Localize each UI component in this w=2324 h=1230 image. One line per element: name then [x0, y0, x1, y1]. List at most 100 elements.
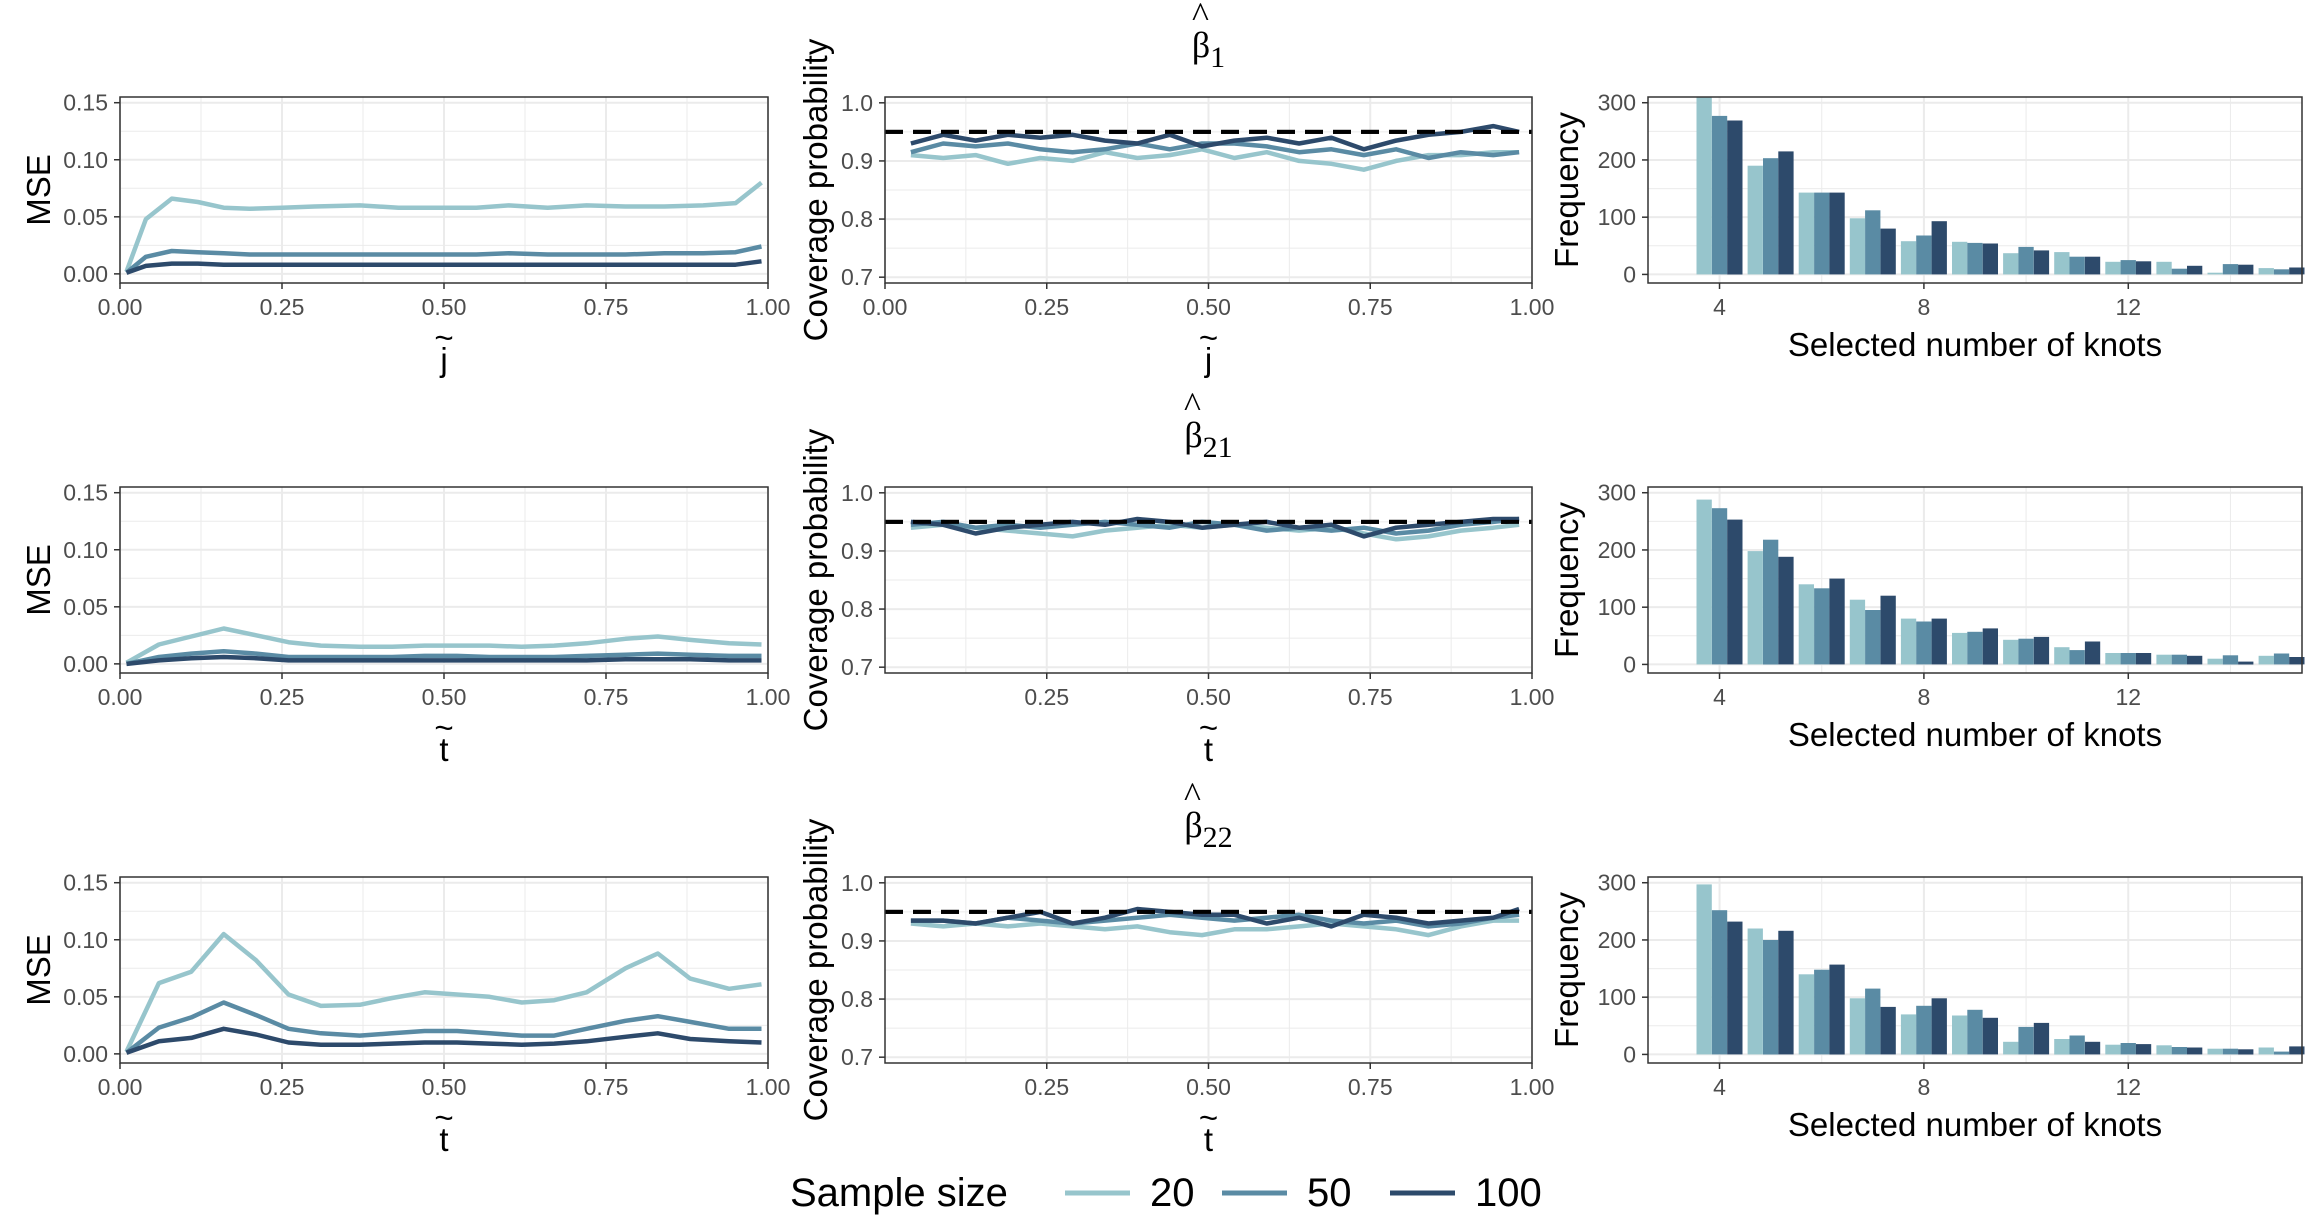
- x-tick-label: 0.50: [1186, 1074, 1231, 1100]
- bar-10-n50: [2018, 246, 2034, 275]
- x-axis-ticks: 0.25 0.50 0.75 1.00: [1024, 1063, 1554, 1100]
- bar-14-n20: [2207, 1048, 2223, 1055]
- y-axis-label: Frequency: [1548, 502, 1585, 658]
- y-tick-label: 1.0: [841, 480, 873, 506]
- series-line-100: [126, 654, 762, 667]
- bar-11-n100: [2084, 256, 2101, 275]
- series-line-20: [125, 626, 762, 665]
- bar-11-n20: [2054, 252, 2070, 275]
- x-axis-label: j: [1204, 341, 1212, 378]
- y-tick-label: 0.15: [63, 90, 108, 116]
- data-marks: [124, 931, 762, 1055]
- legend-label-50: 50: [1307, 1171, 1352, 1215]
- x-tick-label: 4: [1713, 294, 1726, 320]
- y-tick-label: 0.00: [63, 261, 108, 287]
- data-marks: [1696, 884, 2305, 1055]
- x-tick-label: 4: [1713, 684, 1726, 710]
- bar-10-n50: [2018, 638, 2034, 665]
- x-axis-ticks: 4 8 12: [1713, 283, 2141, 320]
- data-marks: [885, 123, 1532, 172]
- x-tick-label: 8: [1918, 1074, 1931, 1100]
- x-tick-label: 0.75: [1348, 684, 1393, 710]
- bar-11-n20: [2054, 1039, 2070, 1055]
- x-tick-label: 12: [2115, 1074, 2141, 1100]
- x-tick-label: 0.50: [422, 294, 467, 320]
- y-tick-label: 0.8: [841, 206, 873, 232]
- bar-10-n20: [2003, 639, 2019, 665]
- bar-15-n20: [2258, 268, 2274, 275]
- x-tick-label: 0.50: [1186, 684, 1231, 710]
- bar-11-n50: [2069, 1035, 2085, 1055]
- x-tick-label: 0.50: [422, 684, 467, 710]
- bar-7-n50: [1865, 988, 1881, 1055]
- bar-6-n100: [1829, 578, 1845, 665]
- bar-15-n100: [2289, 657, 2305, 665]
- y-tick-label: 0.9: [841, 148, 873, 174]
- y-tick-label: 1.0: [841, 870, 873, 896]
- bar-6-n20: [1798, 584, 1814, 665]
- y-axis-ticks: 0 100 200 300: [1598, 90, 1648, 287]
- y-tick-label: 0.05: [63, 594, 108, 620]
- panel-knots-row2: 4 8 12 0 100 200 300 Selected number of knots Fr…: [1548, 480, 2305, 753]
- bar-12-n50: [2120, 1043, 2136, 1055]
- bar-6-n50: [1814, 969, 1830, 1055]
- bar-12-n20: [2105, 261, 2121, 275]
- bar-14-n100: [2238, 661, 2254, 665]
- y-axis-ticks: 0.00 0.05 0.10 0.15: [63, 870, 120, 1067]
- bar-15-n100: [2289, 267, 2305, 275]
- bar-4-n100: [1727, 921, 1743, 1055]
- bar-9-n50: [1967, 242, 1983, 275]
- bar-9-n50: [1967, 631, 1983, 665]
- bar-5-n20: [1747, 928, 1763, 1055]
- y-axis-label: MSE: [20, 934, 57, 1006]
- x-axis-ticks: 0.00 0.25 0.50 0.75 1.00: [98, 673, 790, 710]
- y-tick-label: 0.8: [841, 986, 873, 1012]
- bar-13-n100: [2187, 655, 2203, 665]
- bar-12-n100: [2135, 261, 2152, 275]
- bar-12-n20: [2105, 653, 2121, 665]
- bar-15-n50: [2273, 269, 2290, 275]
- x-axis-label-tilde: ~: [434, 319, 453, 356]
- x-axis-label: j: [439, 341, 447, 378]
- bar-10-n100: [2033, 636, 2050, 665]
- x-tick-label: 1.00: [1510, 1074, 1555, 1100]
- x-tick-label: 0.75: [1348, 1074, 1393, 1100]
- x-axis-label: t: [1204, 1121, 1213, 1158]
- bar-8-n20: [1900, 241, 1917, 275]
- bar-7-n100: [1880, 228, 1896, 275]
- series-line-20: [910, 918, 1520, 938]
- bar-9-n100: [1982, 628, 1998, 665]
- x-tick-label: 8: [1918, 294, 1931, 320]
- series-line-100: [910, 123, 1520, 152]
- bar-7-n100: [1880, 595, 1896, 665]
- series-line-50: [125, 1000, 762, 1055]
- y-tick-label: 1.0: [841, 90, 873, 116]
- bar-4-n20: [1696, 884, 1712, 1055]
- x-tick-label: 0.25: [1024, 1074, 1069, 1100]
- y-tick-label: 200: [1598, 537, 1636, 563]
- panel-knots-row3: 4 8 12 0 100 200 300 Selected number of knots Fr…: [1548, 870, 2305, 1143]
- bar-10-n20: [2003, 253, 2019, 275]
- y-tick-label: 0.00: [63, 651, 108, 677]
- bar-8-n100: [1931, 998, 1947, 1055]
- title-hat: ^: [1192, 0, 1209, 35]
- x-tick-label: 12: [2115, 294, 2141, 320]
- y-tick-label: 300: [1598, 90, 1636, 116]
- y-tick-label: 100: [1598, 594, 1636, 620]
- y-tick-label: 0.9: [841, 928, 873, 954]
- bar-8-n50: [1916, 621, 1932, 665]
- x-tick-label: 4: [1713, 1074, 1726, 1100]
- title-hat: ^: [1184, 385, 1201, 425]
- bar-5-n20: [1747, 165, 1763, 275]
- x-tick-label: 0.00: [863, 294, 908, 320]
- bar-5-n50: [1763, 940, 1779, 1055]
- y-tick-label: 0: [1623, 1041, 1636, 1067]
- y-tick-label: 0.7: [841, 264, 873, 290]
- y-tick-label: 0.10: [63, 147, 108, 173]
- y-tick-label: 300: [1598, 480, 1636, 506]
- x-axis-ticks: 4 8 12: [1713, 673, 2141, 710]
- panel-coverage-row1: 0.00 0.25 0.50 0.75 1.00 0.7 0.8 0.9 1.0 j~ Covera…: [797, 0, 1554, 378]
- bar-15-n20: [2258, 655, 2274, 665]
- bar-9-n20: [1952, 632, 1968, 665]
- y-axis-label: Frequency: [1548, 892, 1585, 1048]
